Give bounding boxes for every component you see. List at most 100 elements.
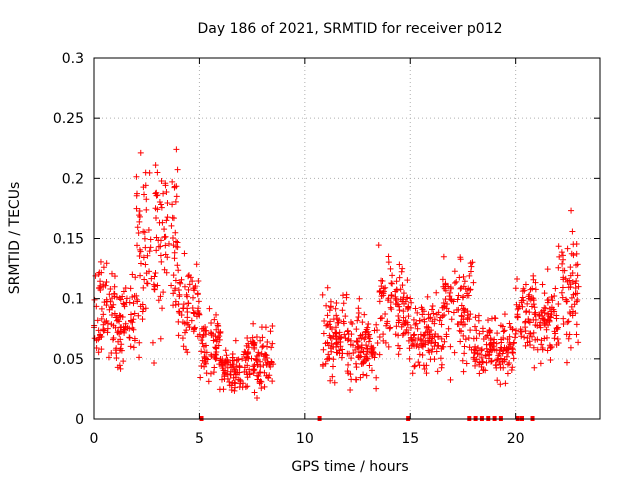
data-point bbox=[488, 347, 495, 354]
data-point bbox=[373, 374, 380, 381]
x-tick-label: 20 bbox=[507, 431, 525, 447]
data-point bbox=[479, 359, 486, 366]
data-point bbox=[346, 350, 353, 357]
data-point bbox=[111, 310, 118, 317]
data-point bbox=[528, 303, 535, 310]
data-point bbox=[196, 331, 203, 338]
data-point bbox=[530, 329, 537, 336]
data-point bbox=[349, 320, 356, 327]
data-point bbox=[136, 218, 143, 225]
data-point bbox=[355, 352, 362, 359]
data-point bbox=[324, 312, 331, 319]
data-point bbox=[332, 324, 339, 331]
data-point bbox=[499, 350, 506, 357]
data-point bbox=[158, 201, 165, 208]
data-point bbox=[568, 207, 575, 214]
data-point bbox=[530, 316, 537, 323]
data-point bbox=[195, 278, 202, 285]
data-point bbox=[470, 354, 477, 361]
data-point bbox=[441, 338, 448, 345]
data-point bbox=[573, 277, 580, 284]
data-point bbox=[231, 367, 238, 374]
data-point bbox=[457, 285, 464, 292]
data-point bbox=[162, 242, 169, 249]
data-point bbox=[524, 300, 531, 307]
data-point bbox=[573, 250, 580, 257]
data-point bbox=[474, 345, 481, 352]
data-point bbox=[179, 319, 186, 326]
data-point bbox=[208, 330, 215, 337]
data-point bbox=[461, 343, 468, 350]
data-point bbox=[575, 339, 582, 346]
data-point bbox=[245, 355, 252, 362]
data-point bbox=[212, 333, 219, 340]
data-point bbox=[471, 350, 478, 357]
data-point bbox=[104, 320, 111, 327]
data-point bbox=[429, 303, 436, 310]
data-point bbox=[117, 296, 124, 303]
data-point bbox=[120, 300, 127, 307]
data-point bbox=[568, 294, 575, 301]
data-point bbox=[456, 327, 463, 334]
data-point bbox=[163, 189, 170, 196]
data-point bbox=[257, 363, 264, 370]
data-point bbox=[459, 357, 466, 364]
data-point bbox=[211, 364, 218, 371]
data-point bbox=[401, 319, 408, 326]
data-point bbox=[396, 261, 403, 268]
data-point bbox=[385, 295, 392, 302]
data-point bbox=[380, 285, 387, 292]
data-point bbox=[320, 330, 327, 337]
data-point bbox=[164, 214, 171, 221]
data-point bbox=[458, 284, 465, 291]
data-point bbox=[269, 322, 276, 329]
data-point bbox=[231, 357, 238, 364]
data-point bbox=[574, 261, 581, 268]
data-point bbox=[555, 264, 562, 271]
data-point bbox=[211, 316, 218, 323]
x-tick-label: 0 bbox=[90, 431, 99, 447]
data-point bbox=[94, 317, 101, 324]
data-point bbox=[112, 324, 119, 331]
data-point bbox=[146, 248, 153, 255]
data-point bbox=[528, 333, 535, 340]
data-point bbox=[525, 318, 532, 325]
data-point bbox=[140, 284, 147, 291]
data-point bbox=[176, 293, 183, 300]
data-point bbox=[574, 272, 581, 279]
data-point bbox=[108, 270, 115, 277]
data-point bbox=[178, 276, 185, 283]
data-point bbox=[537, 360, 544, 367]
data-point bbox=[216, 336, 223, 343]
data-point bbox=[423, 370, 430, 377]
data-point bbox=[566, 277, 573, 284]
data-point bbox=[323, 322, 330, 329]
data-point bbox=[340, 292, 347, 299]
data-point bbox=[146, 268, 153, 275]
data-point bbox=[521, 334, 528, 341]
data-point bbox=[569, 269, 576, 276]
data-point bbox=[559, 260, 566, 267]
data-point bbox=[396, 307, 403, 314]
data-point bbox=[358, 344, 365, 351]
data-point bbox=[101, 319, 108, 326]
data-point bbox=[183, 327, 190, 334]
data-point bbox=[415, 359, 422, 366]
data-point bbox=[571, 301, 578, 308]
data-point bbox=[532, 286, 539, 293]
data-point bbox=[203, 331, 210, 338]
data-point bbox=[174, 166, 181, 173]
data-point bbox=[110, 301, 117, 308]
data-point bbox=[522, 342, 529, 349]
data-point bbox=[572, 284, 579, 291]
data-point bbox=[141, 276, 148, 283]
data-point bbox=[565, 318, 572, 325]
data-point bbox=[103, 298, 110, 305]
data-point bbox=[326, 307, 333, 314]
data-point bbox=[239, 355, 246, 362]
data-point bbox=[376, 333, 383, 340]
data-point bbox=[254, 395, 261, 402]
data-point bbox=[569, 278, 576, 285]
data-point bbox=[543, 326, 550, 333]
data-point bbox=[106, 291, 113, 298]
